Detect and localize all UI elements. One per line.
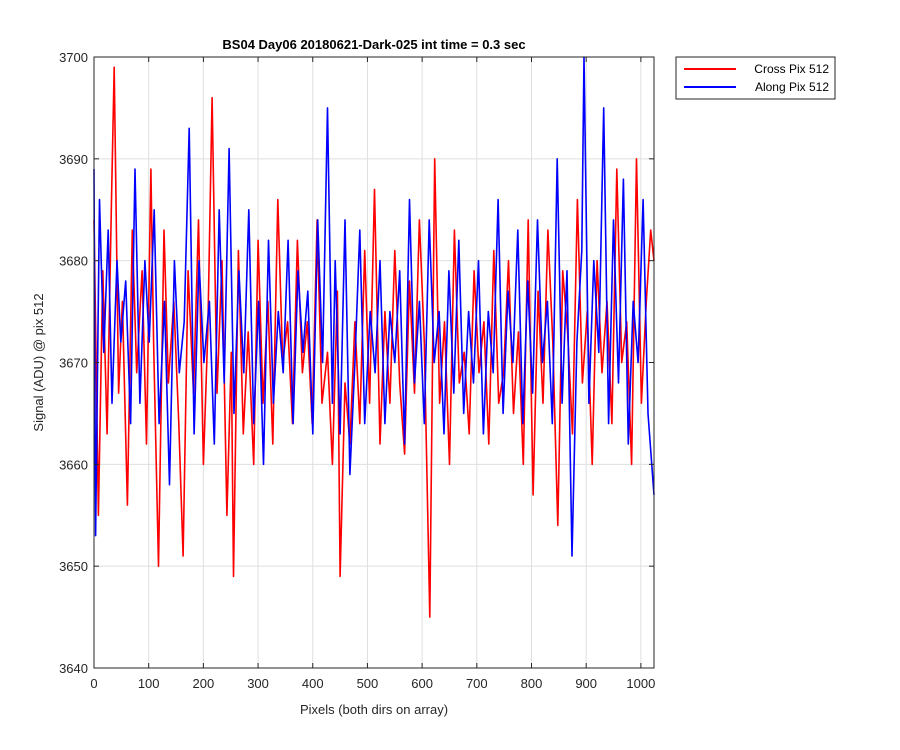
ticks: 0 100 200 300 400 500 600 700 800 900 1000 3640 3650… xyxy=(59,50,655,691)
x-tick-label: 600 xyxy=(411,676,433,691)
x-tick-label: 700 xyxy=(466,676,488,691)
y-tick-label: 3650 xyxy=(59,559,88,574)
legend[interactable]: Cross Pix 512 Along Pix 512 xyxy=(675,56,836,100)
series-line-along-pix-512 xyxy=(93,56,655,557)
y-axis-title: Signal (ADU) @ pix 512 xyxy=(31,293,46,431)
x-tick-label: 400 xyxy=(302,676,324,691)
y-tick-label: 3670 xyxy=(59,356,88,371)
x-axis-title: Pixels (both dirs on array) xyxy=(300,702,448,717)
x-tick-label: 100 xyxy=(138,676,160,691)
x-tick-label: 0 xyxy=(90,676,97,691)
legend-label: Cross Pix 512 xyxy=(754,62,829,76)
y-tick-label: 3700 xyxy=(59,50,88,65)
x-tick-label: 300 xyxy=(247,676,269,691)
legend-label: Along Pix 512 xyxy=(755,80,829,94)
series-layer xyxy=(93,56,655,618)
x-tick-label: 500 xyxy=(357,676,379,691)
x-tick-label: 900 xyxy=(575,676,597,691)
y-tick-label: 3680 xyxy=(59,254,88,269)
x-tick-label: 1000 xyxy=(626,676,655,691)
series-line-cross-pix-512 xyxy=(93,66,655,618)
y-tick-label: 3660 xyxy=(59,457,88,472)
y-tick-label: 3640 xyxy=(59,661,88,676)
legend-box xyxy=(675,56,836,100)
chart-title: BS04 Day06 20180621-Dark-025 int time = … xyxy=(222,37,525,52)
y-tick-label: 3690 xyxy=(59,152,88,167)
x-tick-label: 800 xyxy=(521,676,543,691)
x-tick-label: 200 xyxy=(193,676,215,691)
